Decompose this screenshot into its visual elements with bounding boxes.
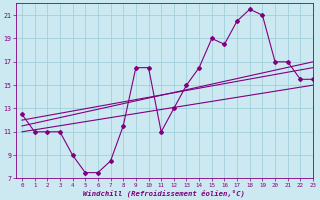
X-axis label: Windchill (Refroidissement éolien,°C): Windchill (Refroidissement éolien,°C) [84, 189, 245, 197]
